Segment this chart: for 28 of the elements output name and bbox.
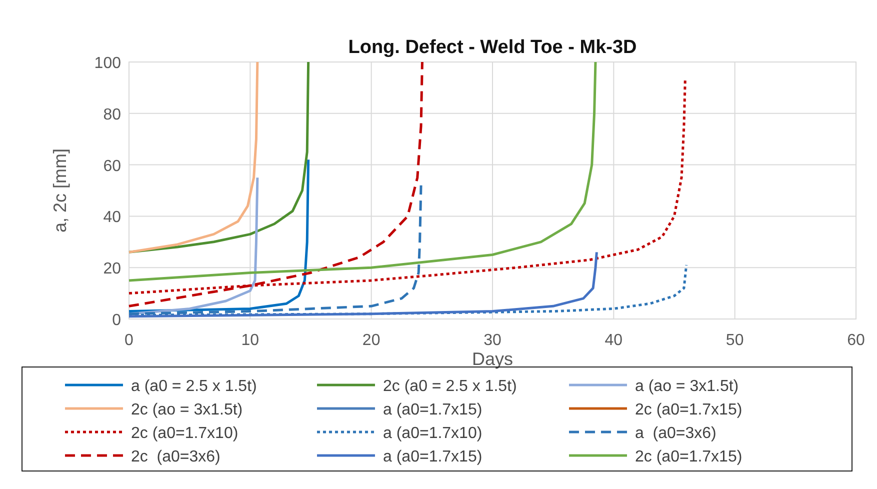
legend-label: a (a0=3x6) xyxy=(635,425,716,442)
x-tick-label: 10 xyxy=(241,332,260,349)
legend-label: a (a0=1.7x15) xyxy=(383,402,482,418)
legend-label: a (a0=1.7x15) xyxy=(383,448,482,466)
legend-label: 2c (a0 = 2.5 x 1.5t) xyxy=(383,378,517,395)
x-tick-label: 30 xyxy=(484,332,502,349)
legend-label: a (a0 = 2.5 x 1.5t) xyxy=(131,378,257,395)
y-tick-label: 0 xyxy=(112,312,122,329)
y-tick-label: 60 xyxy=(103,158,122,175)
legend-label: a (a0=1.7x10) xyxy=(383,425,482,442)
x-tick-label: 20 xyxy=(362,332,380,349)
legend-label: a (ao = 3x1.5t) xyxy=(635,378,739,395)
y-tick-label: 40 xyxy=(103,209,122,226)
legend-label: 2c (a0=1.7x10) xyxy=(131,425,238,442)
x-tick-label: 0 xyxy=(124,332,134,349)
chart-title: Long. Defect - Weld Toe - Mk-3D xyxy=(348,37,637,58)
legend-label: 2c (a0=3x6) xyxy=(131,448,220,466)
legend-label: 2c (a0=1.7x15) xyxy=(635,448,742,466)
y-axis-title: a, 2c [mm] xyxy=(50,148,70,233)
x-tick-label: 50 xyxy=(726,332,744,349)
legend-label: 2c (a0=1.7x15) xyxy=(635,402,742,418)
y-tick-label: 20 xyxy=(103,260,122,278)
y-tick-label: 100 xyxy=(94,55,122,72)
legend-label: 2c (ao = 3x1.5t) xyxy=(131,402,243,418)
x-axis-title: Days xyxy=(472,349,514,369)
y-tick-label: 80 xyxy=(103,106,122,124)
x-tick-label: 40 xyxy=(604,332,623,349)
x-tick-label: 60 xyxy=(847,332,865,349)
